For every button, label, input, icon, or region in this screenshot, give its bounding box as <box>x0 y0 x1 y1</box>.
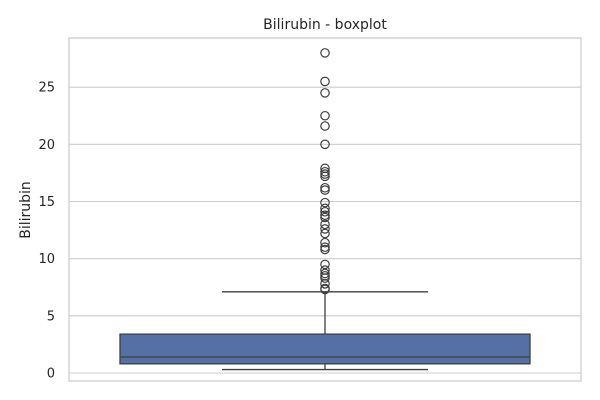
outlier-point-22 <box>320 244 330 255</box>
chart-title: Bilirubin - boxplot <box>263 17 387 33</box>
y-tick-label-15: 15 <box>38 195 55 210</box>
outlier-point-0 <box>320 48 330 58</box>
plot-area-frame <box>68 37 582 382</box>
outlier-point-16 <box>320 212 330 223</box>
outlier-point-14 <box>320 206 330 217</box>
outlier-point-20 <box>320 237 330 248</box>
grid-lines <box>69 86 581 374</box>
outlier-point-4 <box>320 121 330 131</box>
y-tick-label-0: 0 <box>47 366 55 381</box>
outlier-point-30 <box>320 284 330 295</box>
outlier-point-13 <box>320 203 330 214</box>
outlier-point-28 <box>320 279 330 289</box>
y-tick-labels: 0 5 10 15 20 25 <box>38 81 55 382</box>
outlier-point-1 <box>320 76 330 87</box>
y-axis-label: Bilirubin <box>18 181 34 239</box>
iqr-box <box>119 333 531 365</box>
y-tick-label-5: 5 <box>47 309 55 324</box>
outlier-point-3 <box>320 110 330 121</box>
outlier-point-18 <box>320 224 330 234</box>
outlier-point-2 <box>320 88 330 98</box>
outlier-point-27 <box>320 273 330 283</box>
outlier-points <box>320 48 330 295</box>
y-tick-label-20: 20 <box>38 138 55 153</box>
outlier-point-9 <box>320 171 330 182</box>
outlier-point-17 <box>320 219 330 230</box>
outlier-point-5 <box>320 139 330 150</box>
outlier-point-23 <box>320 259 330 270</box>
outlier-point-11 <box>320 185 330 195</box>
outlier-point-12 <box>320 197 330 208</box>
box-and-whiskers <box>119 291 531 371</box>
y-tick-label-10: 10 <box>38 252 55 267</box>
outlier-point-19 <box>320 228 330 239</box>
y-tick-label-25: 25 <box>38 81 55 96</box>
